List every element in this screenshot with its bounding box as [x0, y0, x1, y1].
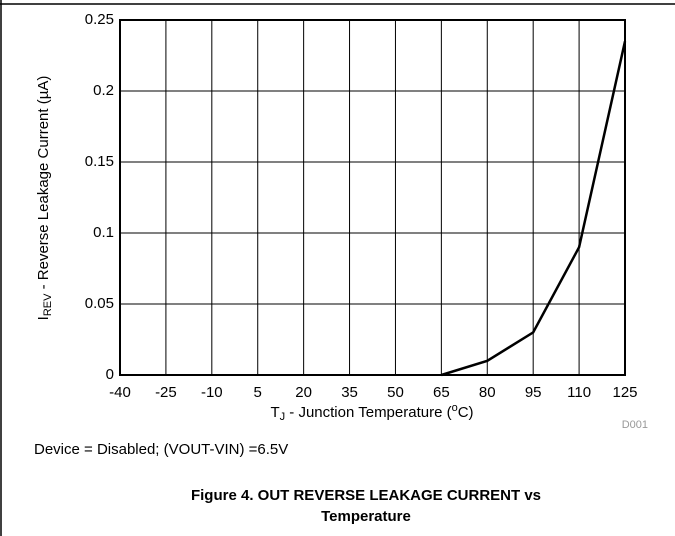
- x-tick-label: -10: [201, 384, 223, 401]
- figure-id: D001: [622, 419, 648, 431]
- x-tick-label: 50: [387, 384, 404, 401]
- x-tick-label: -25: [155, 384, 177, 401]
- x-tick-label: 80: [479, 384, 496, 401]
- x-tick-label: 20: [295, 384, 312, 401]
- y-tick-label: 0.1: [93, 224, 114, 241]
- x-tick-label: 110: [567, 384, 591, 401]
- x-tick-label: 125: [612, 384, 637, 401]
- y-tick-label: 0.15: [85, 153, 114, 170]
- x-tick-label: -40: [109, 384, 131, 401]
- x-tick-label: 5: [254, 384, 262, 401]
- x-tick-label: 95: [525, 384, 542, 401]
- y-tick-label: 0: [106, 366, 114, 383]
- x-tick-label: 35: [341, 384, 358, 401]
- y-tick-label: 0.25: [85, 11, 114, 28]
- caption-line: Temperature: [321, 508, 411, 525]
- x-axis-label: TJ - Junction Temperature (oC): [270, 402, 473, 423]
- plot-frame: [119, 19, 626, 376]
- y-tick-label: 0.05: [85, 295, 114, 312]
- y-tick-label: 0.2: [93, 82, 114, 99]
- note: Device = Disabled; (VOUT-VIN) =6.5V: [34, 441, 288, 458]
- x-tick-label: 65: [433, 384, 450, 401]
- data-line: [440, 41, 627, 377]
- y-axis-label: IREV - Reverse Leakage Current (µA): [35, 76, 54, 321]
- caption-line: Figure 4. OUT REVERSE LEAKAGE CURRENT vs: [191, 487, 541, 504]
